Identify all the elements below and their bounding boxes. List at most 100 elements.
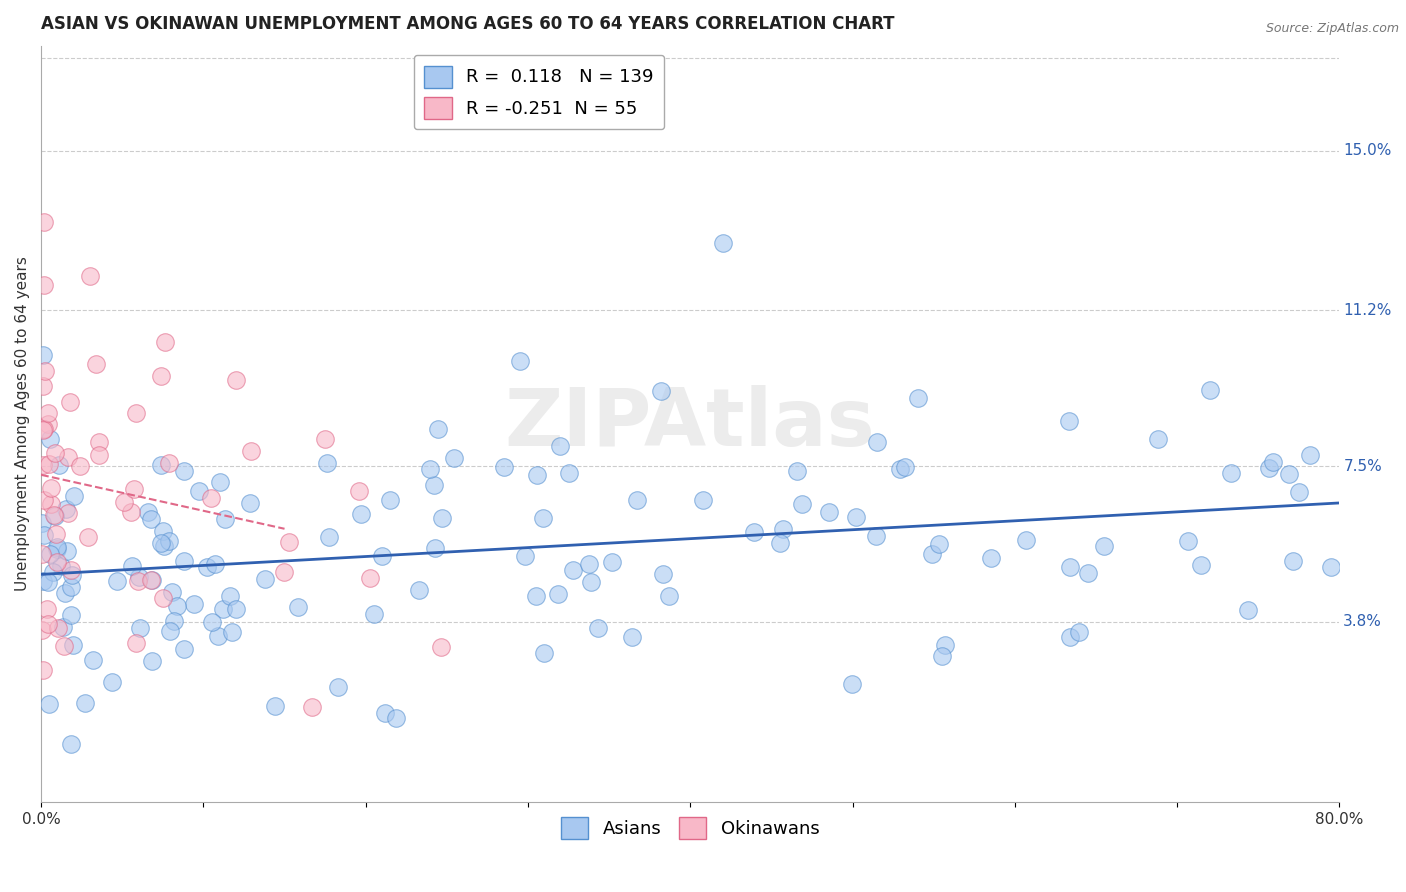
Point (443, 450, 465, 465)
Point (1092, 540, 1115, 554)
Point (561, 563, 583, 577)
Point (1059, 414, 1081, 428)
Point (76, 530, 98, 544)
Point (59, 395, 82, 409)
Point (711, 236, 734, 251)
Point (46, 622, 69, 636)
Point (200, 491, 222, 505)
Point (60, 568, 83, 582)
Point (934, 638, 956, 652)
Point (32, 347, 55, 361)
Point (35, 602, 58, 616)
Point (273, 566, 295, 580)
Point (44, 509, 66, 524)
Point (239, 443, 262, 458)
Point (385, 711, 408, 725)
Point (931, 649, 953, 664)
Point (63, 489, 86, 503)
Point (46, 555, 69, 569)
Point (32, 423, 55, 437)
Point (34, 364, 56, 378)
Point (626, 492, 648, 507)
Point (39, 432, 62, 446)
Point (432, 510, 454, 524)
Text: Source: ZipAtlas.com: Source: ZipAtlas.com (1265, 22, 1399, 36)
Point (1257, 460, 1279, 475)
Point (62, 638, 84, 652)
Point (39, 481, 62, 495)
Point (42, 508, 65, 522)
Point (32, 528, 55, 542)
Point (121, 559, 143, 574)
Point (31, 516, 53, 530)
Point (287, 600, 309, 615)
Point (865, 434, 887, 449)
Point (531, 511, 554, 525)
Point (526, 468, 548, 483)
Point (328, 680, 350, 694)
Point (141, 654, 163, 668)
Point (408, 582, 430, 597)
Point (239, 496, 262, 510)
Point (980, 551, 1002, 566)
Point (59, 607, 82, 622)
Point (865, 529, 887, 543)
Point (426, 421, 449, 435)
Point (32, 663, 55, 677)
Point (1263, 455, 1285, 469)
Point (221, 625, 243, 640)
Point (1198, 384, 1220, 398)
Point (59, 737, 82, 751)
Point (768, 536, 790, 550)
Point (100, 674, 122, 689)
Point (56, 543, 79, 558)
Point (32, 574, 55, 588)
Point (578, 557, 600, 571)
Point (316, 457, 339, 471)
Point (907, 391, 929, 405)
Text: ASIAN VS OKINAWAN UNEMPLOYMENT AMONG AGES 60 TO 64 YEARS CORRELATION CHART: ASIAN VS OKINAWAN UNEMPLOYMENT AMONG AGE… (41, 15, 894, 33)
Point (155, 335, 177, 350)
Point (790, 497, 813, 511)
Point (515, 549, 537, 563)
Point (1282, 553, 1305, 567)
Point (1237, 603, 1260, 617)
Point (37, 406, 59, 420)
Point (124, 406, 146, 420)
Point (658, 589, 681, 603)
Point (212, 601, 235, 615)
Point (32, 278, 55, 293)
Point (817, 505, 839, 519)
Point (112, 494, 135, 508)
Point (163, 614, 186, 628)
Point (37, 575, 59, 590)
Point (56, 450, 79, 464)
Point (378, 493, 401, 508)
Point (1299, 448, 1322, 462)
Point (46, 540, 69, 554)
Point (136, 505, 159, 519)
Point (32, 422, 55, 436)
Point (152, 591, 174, 606)
Point (44, 446, 66, 460)
Point (692, 492, 714, 507)
Point (893, 460, 915, 475)
Point (38, 547, 60, 561)
Point (1076, 566, 1098, 581)
Point (125, 636, 148, 650)
Point (60, 563, 83, 577)
Point (42, 565, 65, 579)
Point (225, 373, 247, 387)
Point (38, 457, 60, 471)
Point (277, 535, 299, 549)
Point (889, 462, 911, 476)
Point (1278, 467, 1301, 482)
Point (79, 269, 101, 284)
Point (105, 574, 128, 589)
Point (53, 639, 76, 653)
Point (253, 572, 276, 586)
Point (209, 475, 232, 490)
Point (141, 573, 163, 587)
Point (173, 641, 195, 656)
Point (841, 677, 863, 691)
